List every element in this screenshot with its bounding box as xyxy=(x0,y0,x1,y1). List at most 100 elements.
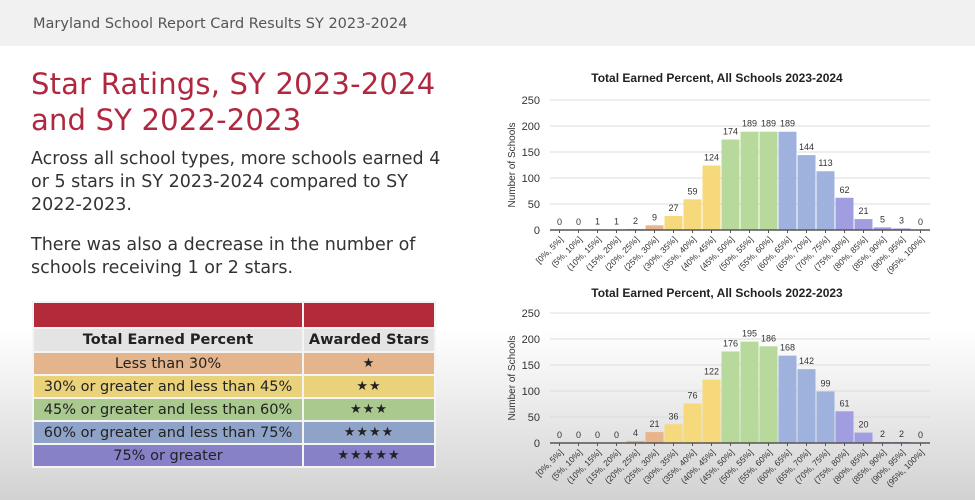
data-label: 174 xyxy=(723,127,738,137)
y-tick-label: 100 xyxy=(522,173,540,185)
bar xyxy=(873,227,892,230)
header-title: Maryland School Report Card Results SY 2… xyxy=(33,16,408,32)
bar xyxy=(664,424,683,443)
data-label: 2 xyxy=(899,429,904,439)
y-tick-label: 200 xyxy=(522,334,540,346)
bar xyxy=(626,440,645,443)
data-label: 21 xyxy=(649,419,659,429)
data-label: 189 xyxy=(742,119,757,129)
data-label: 168 xyxy=(780,343,795,353)
data-label: 1 xyxy=(595,216,600,226)
bar xyxy=(835,411,854,443)
data-label: 9 xyxy=(652,212,657,222)
y-tick-label: 50 xyxy=(528,199,540,211)
bar xyxy=(645,432,664,443)
data-label: 144 xyxy=(799,142,814,152)
table-row: 45% or greater and less than 60% ★★★ xyxy=(32,397,436,422)
y-tick-label: 100 xyxy=(522,386,540,398)
data-label: 122 xyxy=(704,367,719,377)
stars-cell: ★★★ xyxy=(302,397,436,422)
paragraph-2: There was also a decrease in the number … xyxy=(31,235,416,278)
bar xyxy=(892,228,911,230)
y-tick-label: 200 xyxy=(522,121,540,133)
table-row: Less than 30% ★ xyxy=(32,351,436,376)
header-total-earned-percent: Total Earned Percent xyxy=(32,327,304,353)
bar xyxy=(740,341,759,443)
bar xyxy=(740,131,759,230)
data-label: 113 xyxy=(818,158,832,168)
range-cell: 75% or greater xyxy=(32,443,304,468)
table-row: 75% or greater ★★★★★ xyxy=(32,443,436,468)
bar xyxy=(759,131,778,230)
data-label: 27 xyxy=(668,203,678,213)
slide-title-line1: Star Ratings, SY 2023-2024 xyxy=(31,67,436,101)
data-label: 2 xyxy=(880,429,885,439)
y-tick-label: 50 xyxy=(528,412,540,424)
star-ratings-table: Total Earned Percent Awarded Stars Less … xyxy=(32,301,436,468)
y-tick-label: 250 xyxy=(522,308,540,320)
data-label: 2 xyxy=(633,216,638,226)
y-axis-label: Number of Schools xyxy=(507,122,518,207)
bar xyxy=(683,199,702,230)
data-label: 0 xyxy=(918,430,923,440)
chart-2022-2023: Total Earned Percent, All Schools 2022-2… xyxy=(507,286,930,489)
data-label: 176 xyxy=(723,338,738,348)
data-label: 0 xyxy=(918,217,923,227)
table-banner-row xyxy=(32,301,436,329)
range-cell: Less than 30% xyxy=(32,351,304,376)
table-header-row: Total Earned Percent Awarded Stars xyxy=(32,327,436,353)
data-label: 61 xyxy=(839,398,849,408)
stars-cell: ★ xyxy=(302,351,436,376)
bar xyxy=(759,346,778,443)
bar xyxy=(854,219,873,230)
chart-title: Total Earned Percent, All Schools 2022-2… xyxy=(591,286,843,300)
data-label: 1 xyxy=(614,216,619,226)
data-label: 0 xyxy=(614,430,619,440)
data-label: 186 xyxy=(761,333,776,343)
bar xyxy=(702,165,721,230)
y-tick-label: 150 xyxy=(522,147,540,159)
slide-title: Star Ratings, SY 2023-2024 and SY 2022-2… xyxy=(31,66,435,138)
y-axis-label: Number of Schools xyxy=(507,335,518,420)
data-label: 0 xyxy=(576,217,581,227)
data-label: 99 xyxy=(820,379,830,389)
data-label: 21 xyxy=(858,206,868,216)
stars-cell: ★★★★★ xyxy=(302,443,436,468)
bar xyxy=(702,379,721,443)
bar xyxy=(854,432,873,443)
data-label: 76 xyxy=(687,390,697,400)
bar xyxy=(664,215,683,230)
data-label: 189 xyxy=(761,119,776,129)
bar xyxy=(797,369,816,443)
bar xyxy=(835,197,854,230)
y-tick-label: 0 xyxy=(534,225,540,237)
bar xyxy=(721,351,740,443)
data-label: 62 xyxy=(839,185,849,195)
bar xyxy=(816,171,835,230)
bar xyxy=(683,403,702,443)
data-label: 36 xyxy=(668,411,678,421)
y-tick-label: 150 xyxy=(522,360,540,372)
data-label: 4 xyxy=(633,428,638,438)
range-cell: 45% or greater and less than 60% xyxy=(32,397,304,422)
data-label: 20 xyxy=(858,420,868,430)
stars-cell: ★★★★ xyxy=(302,420,436,445)
y-tick-label: 0 xyxy=(534,438,540,450)
bar xyxy=(816,391,835,443)
y-tick-label: 250 xyxy=(522,95,540,107)
data-label: 3 xyxy=(899,215,904,225)
data-label: 0 xyxy=(576,430,581,440)
data-label: 0 xyxy=(595,430,600,440)
data-label: 5 xyxy=(880,214,885,224)
data-label: 189 xyxy=(780,119,795,129)
bar xyxy=(778,131,797,230)
paragraph-1: Across all school types, more schools ea… xyxy=(31,149,441,215)
range-cell: 30% or greater and less than 45% xyxy=(32,374,304,399)
data-label: 142 xyxy=(799,356,814,366)
bar xyxy=(778,355,797,443)
data-label: 0 xyxy=(557,217,562,227)
data-label: 0 xyxy=(557,430,562,440)
stars-cell: ★★ xyxy=(302,374,436,399)
chart-2023-2024: Total Earned Percent, All Schools 2023-2… xyxy=(507,71,930,276)
range-cell: 60% or greater and less than 75% xyxy=(32,420,304,445)
